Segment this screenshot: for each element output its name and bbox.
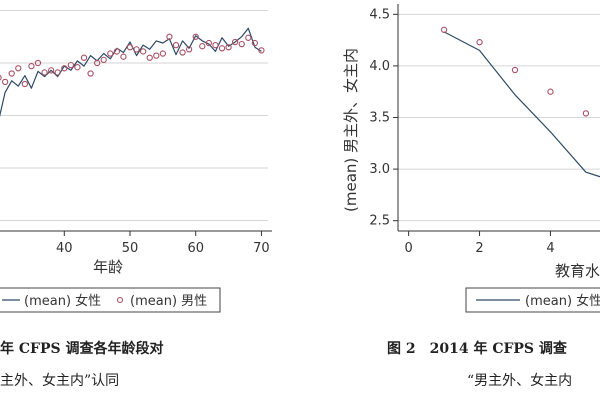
education-chart-caption-line-1: 图 2 2014 年 CFPS 调查 bbox=[387, 340, 568, 357]
left-male-point bbox=[231, 38, 239, 46]
right-male-point bbox=[547, 88, 554, 95]
right-male-point bbox=[582, 110, 590, 117]
education-chart-caption-line-2: “男主外、女主内 bbox=[467, 372, 572, 389]
right-male-point bbox=[511, 66, 519, 74]
age-chart-legend-dot-swatch bbox=[116, 296, 124, 304]
left-male-point bbox=[120, 53, 127, 60]
left-male-point bbox=[245, 34, 252, 41]
left-male-point bbox=[133, 46, 140, 53]
education-chart-series bbox=[440, 26, 600, 178]
age-chart-gridlines bbox=[0, 10, 268, 221]
left-female-line bbox=[0, 27, 262, 118]
left-male-point bbox=[172, 42, 180, 49]
left-male-point bbox=[159, 50, 167, 57]
left-male-point bbox=[179, 49, 186, 56]
left-male-point bbox=[166, 33, 173, 40]
age-chart-legend-female: (mean) 女性 bbox=[24, 293, 101, 309]
age-chart-series bbox=[0, 27, 265, 118]
left-x-tick-label: 60 bbox=[187, 241, 204, 256]
left-male-point bbox=[100, 56, 107, 63]
left-male-point bbox=[212, 42, 219, 49]
age-chart-legend-male: (mean) 男性 bbox=[130, 294, 207, 309]
education-chart-legend-female: (mean) 女性 bbox=[525, 293, 600, 309]
left-male-point bbox=[21, 80, 29, 88]
age-chart-caption-line-2: 主外、女主内”认同 bbox=[0, 372, 119, 389]
left-male-point bbox=[61, 65, 68, 72]
age-chart-caption-line-1: 年 CFPS 调查各年龄段对 bbox=[0, 340, 163, 357]
right-male-point bbox=[440, 26, 448, 33]
right-x-tick-label: 0 bbox=[404, 241, 412, 256]
left-male-point bbox=[107, 50, 114, 57]
left-male-point bbox=[15, 65, 22, 72]
left-male-point bbox=[225, 44, 232, 51]
right-y-tick-label: 4.5 bbox=[369, 7, 390, 22]
left-male-point bbox=[238, 40, 245, 48]
left-male-point bbox=[113, 48, 121, 55]
left-x-tick-label: 50 bbox=[122, 241, 139, 256]
left-male-point bbox=[8, 70, 15, 77]
left-male-point bbox=[93, 59, 101, 67]
left-male-point bbox=[0, 74, 2, 81]
education-chart: 2.5 3.0 3.5 4.0 4.5 0 2 4 (mean) 男主外、女主内 教育水 (… bbox=[342, 4, 600, 389]
age-chart-x-ticks: 40 50 60 70 bbox=[56, 231, 270, 256]
right-female-line bbox=[443, 31, 600, 178]
left-male-point bbox=[74, 64, 81, 71]
right-x-tick-label: 4 bbox=[546, 241, 554, 256]
right-male-point bbox=[476, 39, 483, 46]
left-male-point bbox=[146, 54, 153, 61]
left-male-point bbox=[192, 33, 199, 40]
left-male-point bbox=[258, 47, 265, 54]
left-male-point bbox=[185, 46, 193, 53]
left-male-point bbox=[67, 61, 75, 69]
right-y-tick-label: 3.0 bbox=[369, 162, 390, 177]
age-chart-x-axis-title: 年龄 bbox=[93, 258, 123, 276]
age-chart-legend-box bbox=[0, 287, 221, 313]
education-chart-x-axis-title: 教育水 bbox=[555, 262, 600, 280]
education-chart-y-ticks: 2.5 3.0 3.5 4.0 4.5 bbox=[369, 7, 398, 229]
left-male-point bbox=[139, 48, 147, 55]
age-chart: 40 50 60 70 年龄 (mean) 女性 (mean) 男性 年 CFPS 调… bbox=[0, 10, 272, 389]
left-male-point bbox=[34, 59, 42, 67]
left-male-point bbox=[251, 39, 259, 47]
left-male-point bbox=[218, 45, 226, 52]
left-male-point bbox=[205, 39, 213, 47]
education-chart-y-axis-title: (mean) 男主外、女主内 bbox=[342, 48, 360, 212]
left-x-tick-label: 70 bbox=[253, 241, 270, 256]
right-y-tick-label: 2.5 bbox=[369, 214, 390, 229]
left-male-point bbox=[41, 69, 48, 76]
right-y-tick-label: 4.0 bbox=[369, 59, 390, 74]
left-male-point bbox=[54, 69, 61, 76]
left-male-point bbox=[28, 63, 35, 70]
right-x-tick-label: 2 bbox=[475, 241, 483, 256]
right-y-tick-label: 3.5 bbox=[369, 111, 390, 126]
left-x-tick-label: 40 bbox=[56, 241, 73, 256]
left-male-point bbox=[80, 54, 88, 61]
left-male-point bbox=[153, 52, 160, 59]
left-male-point bbox=[126, 44, 134, 51]
education-chart-x-ticks: 0 2 4 bbox=[404, 231, 555, 256]
left-male-point bbox=[47, 67, 55, 74]
left-male-point bbox=[199, 43, 206, 50]
left-male-point bbox=[1, 78, 9, 86]
left-male-point bbox=[87, 70, 94, 77]
education-chart-gridlines bbox=[398, 13, 600, 222]
